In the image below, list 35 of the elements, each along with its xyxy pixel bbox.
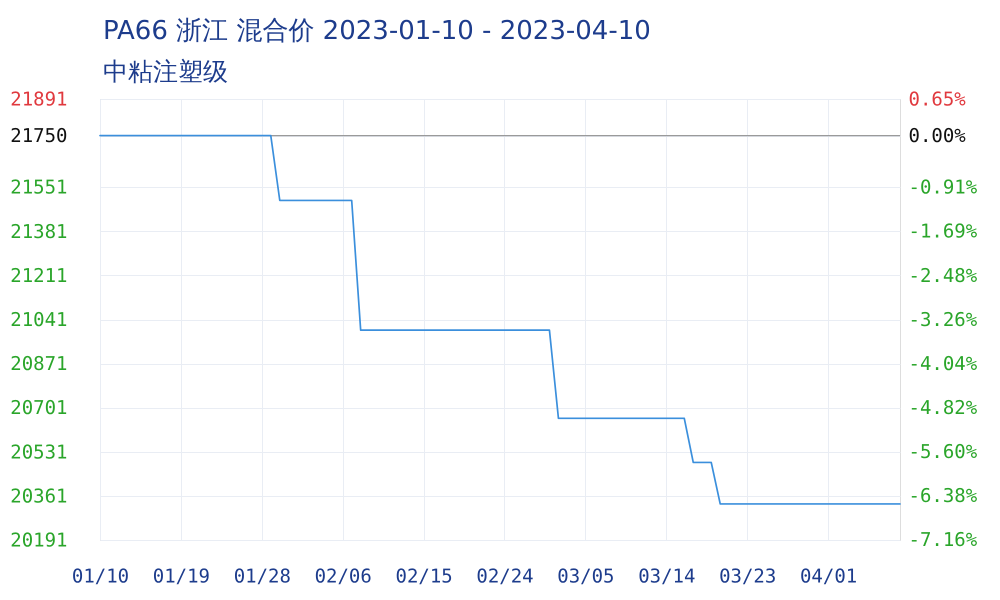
y2-tick-label: -2.48% xyxy=(908,265,978,288)
chart-subtitle: 中粘注塑级 xyxy=(103,57,228,86)
line-series xyxy=(99,134,901,505)
x-tick-label: 02/15 xyxy=(395,566,453,588)
y2-tick-label: -0.91% xyxy=(908,176,978,198)
y-tick-label: 21211 xyxy=(10,264,68,287)
x-tick-label: 01/19 xyxy=(152,566,210,588)
y-tick-label: 20191 xyxy=(10,530,68,552)
y2-tick-label: 0.65% xyxy=(908,88,966,110)
x-tick-label: 04/01 xyxy=(800,566,858,588)
y-tick-label: 21551 xyxy=(10,176,68,199)
y-tick-label: 21381 xyxy=(10,220,68,243)
y2-tick-label: 0.00% xyxy=(908,125,966,148)
y2-tick-label: -4.82% xyxy=(908,396,978,419)
y-tick-label: 20361 xyxy=(10,485,68,508)
x-tick-label: 01/10 xyxy=(72,566,130,588)
y-tick-label: 21891 xyxy=(10,88,68,110)
y-tick-label: 21750 xyxy=(10,125,68,148)
y-tick-label: 20701 xyxy=(10,397,68,420)
y-tick-label: 21041 xyxy=(10,309,68,331)
x-tick-label: 01/28 xyxy=(234,566,291,588)
y2-tick-label: -5.60% xyxy=(908,440,978,463)
y2-tick-label: -7.16% xyxy=(908,528,978,551)
y-tick-label: 20871 xyxy=(10,353,68,376)
y2-tick-label: -1.69% xyxy=(908,220,978,242)
y-tick-label: 20531 xyxy=(10,441,68,464)
y2-tick-label: -3.26% xyxy=(908,309,978,331)
x-tick-label: 03/14 xyxy=(638,566,696,588)
x-tick-label: 02/06 xyxy=(314,566,372,588)
x-tick-label: 02/24 xyxy=(476,566,534,588)
x-tick-label: 03/05 xyxy=(557,566,614,588)
y2-tick-label: -6.38% xyxy=(908,484,978,507)
y2-tick-label: -4.04% xyxy=(908,352,978,375)
x-tick-label: 03/23 xyxy=(719,566,776,588)
chart-title: PA66 浙江 混合价 2023-01-10 - 2023-04-10 xyxy=(103,16,651,46)
